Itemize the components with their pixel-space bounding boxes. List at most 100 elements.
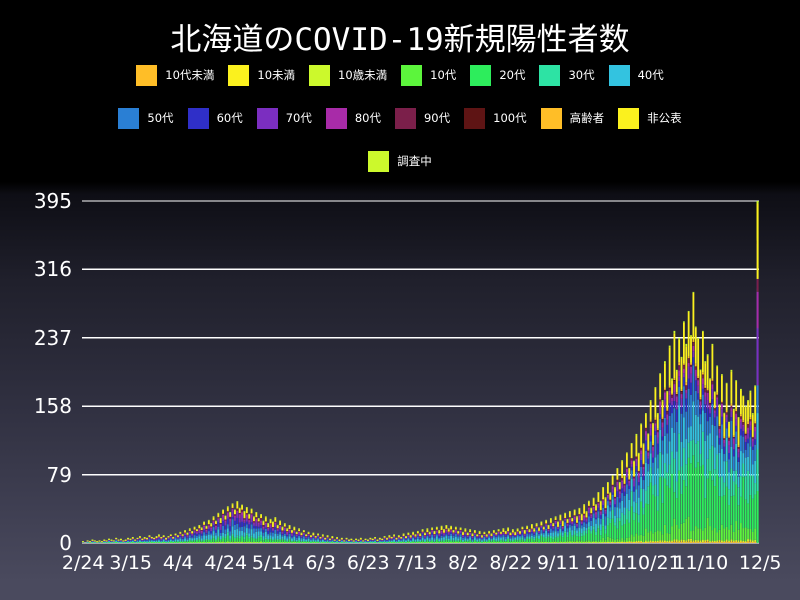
legend-item-10未満[interactable]: 10未満 bbox=[228, 64, 295, 86]
bar-segment bbox=[238, 507, 241, 509]
bar-segment bbox=[538, 538, 540, 540]
bar-segment bbox=[253, 521, 255, 523]
bar-segment bbox=[257, 518, 260, 520]
bar-segment bbox=[207, 527, 210, 529]
bar-segment bbox=[231, 541, 234, 543]
legend-item-60代[interactable]: 60代 bbox=[187, 107, 243, 129]
bar-segment bbox=[331, 538, 334, 540]
bar-segment bbox=[181, 534, 184, 536]
bar-segment bbox=[557, 528, 559, 532]
bar-segment bbox=[528, 530, 531, 532]
legend-item-高齢者[interactable]: 高齢者 bbox=[540, 107, 604, 129]
legend-item-80代[interactable]: 80代 bbox=[325, 107, 381, 129]
bar-segment bbox=[295, 534, 298, 535]
bar-segment bbox=[742, 422, 745, 425]
bar-segment bbox=[300, 533, 303, 535]
bar-segment bbox=[115, 540, 118, 542]
bar-segment bbox=[276, 524, 279, 526]
legend-item-20代[interactable]: 20代 bbox=[470, 64, 525, 86]
bar-segment bbox=[160, 539, 163, 540]
bar-segment bbox=[618, 489, 621, 492]
bar-segment bbox=[511, 541, 514, 543]
bar-segment bbox=[694, 526, 697, 540]
legend-item-10代未満[interactable]: 10代未満 bbox=[136, 64, 214, 86]
bar-chart-svg bbox=[82, 200, 759, 544]
bar-segment bbox=[219, 533, 222, 536]
bar-segment bbox=[744, 439, 747, 442]
legend-item-10歳未満[interactable]: 10歳未満 bbox=[309, 64, 387, 86]
bar-segment bbox=[172, 541, 175, 543]
bar-segment bbox=[697, 416, 700, 442]
bar-segment bbox=[709, 540, 711, 542]
bar-segment bbox=[742, 426, 745, 432]
bar-segment bbox=[516, 529, 519, 532]
legend-item-70代[interactable]: 70代 bbox=[256, 107, 312, 129]
bar-segment bbox=[694, 363, 697, 367]
bar-segment bbox=[414, 536, 417, 538]
bar-segment bbox=[492, 534, 495, 536]
bar-segment bbox=[198, 538, 201, 540]
legend-item-40代[interactable]: 40代 bbox=[608, 64, 664, 86]
legend-item-10代[interactable]: 10代 bbox=[401, 64, 456, 86]
bar-segment bbox=[671, 541, 673, 542]
bar-segment bbox=[193, 533, 196, 536]
bar-segment bbox=[663, 387, 666, 390]
bar-segment bbox=[652, 540, 654, 542]
bar-segment bbox=[312, 540, 315, 542]
legend-item-50代[interactable]: 50代 bbox=[118, 107, 174, 129]
bar-segment bbox=[737, 452, 740, 458]
bar-segment bbox=[504, 531, 507, 534]
bar-segment bbox=[720, 448, 723, 477]
bar-segment bbox=[671, 393, 673, 395]
bar-segment bbox=[654, 419, 657, 421]
bar-segment bbox=[321, 536, 324, 538]
bar-segment bbox=[659, 401, 662, 408]
bar-segment bbox=[255, 541, 258, 543]
bar-segment bbox=[234, 515, 236, 518]
bar-segment bbox=[158, 540, 160, 542]
bar-segment bbox=[671, 397, 673, 402]
bar-segment bbox=[127, 539, 129, 541]
bar-segment bbox=[397, 540, 400, 542]
bar-segment bbox=[571, 522, 574, 525]
bar-segment bbox=[699, 370, 702, 398]
legend-item-100代[interactable]: 100代 bbox=[464, 107, 527, 129]
bar-segment bbox=[573, 530, 576, 535]
bar-segment bbox=[148, 538, 151, 540]
bar-segment bbox=[310, 540, 312, 542]
bar-segment bbox=[701, 331, 704, 373]
bar-segment bbox=[583, 541, 586, 543]
bar-segment bbox=[288, 536, 291, 539]
bar-segment bbox=[238, 527, 241, 532]
bar-segment bbox=[481, 535, 483, 537]
bar-segment bbox=[697, 337, 700, 339]
legend-item-90代[interactable]: 90代 bbox=[394, 107, 450, 129]
bar-segment bbox=[735, 541, 738, 543]
bar-segment bbox=[250, 514, 253, 518]
bar-segment bbox=[666, 542, 669, 543]
bar-segment bbox=[732, 435, 735, 437]
bar-segment bbox=[547, 529, 550, 531]
bar-segment bbox=[673, 401, 676, 409]
bar-segment bbox=[668, 395, 671, 404]
legend-item-非公表[interactable]: 非公表 bbox=[618, 107, 682, 129]
bar-segment bbox=[267, 539, 270, 543]
bar-segment bbox=[445, 534, 448, 537]
bar-segment bbox=[390, 539, 393, 541]
bar-segment bbox=[196, 535, 198, 538]
bar-segment bbox=[685, 464, 688, 487]
bar-segment bbox=[656, 541, 659, 543]
bar-segment bbox=[136, 541, 139, 543]
bar-segment bbox=[704, 440, 707, 476]
legend-item-30代[interactable]: 30代 bbox=[539, 64, 595, 86]
bar-segment bbox=[630, 443, 633, 458]
bar-segment bbox=[723, 439, 726, 444]
bar-segment bbox=[483, 531, 486, 533]
bar-segment bbox=[640, 448, 643, 451]
bar-segment bbox=[500, 540, 502, 543]
bar-segment bbox=[143, 539, 146, 541]
bar-segment bbox=[545, 536, 548, 539]
bar-segment bbox=[623, 514, 626, 525]
bar-segment bbox=[454, 530, 457, 532]
legend-item-調査中[interactable]: 調査中 bbox=[368, 150, 432, 172]
